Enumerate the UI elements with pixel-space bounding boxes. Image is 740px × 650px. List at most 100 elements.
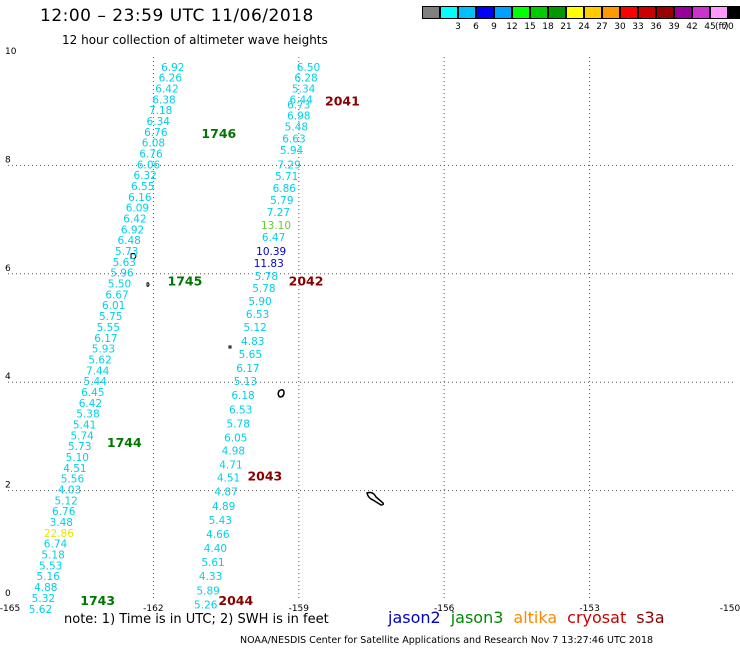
swh-value-west: 6.06 bbox=[137, 159, 161, 171]
swh-value-west: 6.38 bbox=[152, 94, 175, 106]
swh-value-east: 6.28 bbox=[294, 73, 317, 85]
swh-value-west: 5.18 bbox=[41, 550, 64, 562]
pass-time-label: 2041 bbox=[325, 93, 360, 108]
x-tick-label: -150 bbox=[720, 604, 740, 614]
pass-time-label: 1744 bbox=[107, 435, 142, 450]
swh-value-west: 5.10 bbox=[66, 452, 89, 464]
swh-value-east: 6.86 bbox=[273, 183, 297, 195]
swh-value-east: 13.10 bbox=[261, 220, 291, 232]
scale-label: 15 bbox=[524, 22, 536, 32]
swh-value-west: 6.09 bbox=[126, 203, 149, 215]
swh-value-east: 6.63 bbox=[282, 133, 305, 145]
legend-cryosat: cryosat bbox=[567, 608, 627, 627]
y-tick-label: 6 bbox=[5, 264, 11, 274]
swh-value-west: 5.62 bbox=[88, 354, 111, 366]
legend-altika: altika bbox=[513, 608, 558, 627]
swh-value-west: 7.44 bbox=[86, 365, 110, 377]
island-2 bbox=[146, 282, 150, 287]
swh-value-west: 4.51 bbox=[63, 463, 86, 475]
swh-value-east: 6.17 bbox=[236, 363, 259, 375]
y-tick-label: 8 bbox=[5, 155, 11, 165]
y-tick-label: 0 bbox=[5, 589, 11, 599]
swh-value-west: 6.08 bbox=[142, 138, 165, 150]
scale-swatch bbox=[494, 6, 512, 19]
scale-swatch bbox=[656, 6, 674, 19]
swh-value-west: 6.42 bbox=[123, 214, 146, 226]
swh-value-east: 6.53 bbox=[229, 404, 252, 416]
swh-value-east: 5.43 bbox=[209, 515, 232, 527]
swh-value-east: 5.48 bbox=[285, 121, 308, 133]
scale-swatch bbox=[566, 6, 584, 19]
scale-swatch bbox=[584, 6, 602, 19]
swh-value-east: 4.40 bbox=[204, 543, 227, 555]
swh-value-east: 5.78 bbox=[255, 271, 278, 283]
swh-value-east: 4.87 bbox=[214, 487, 237, 499]
scale-swatch bbox=[710, 6, 728, 19]
swh-value-east: 5.71 bbox=[275, 171, 298, 183]
scale-swatch bbox=[512, 6, 530, 19]
swh-value-west: 4.88 bbox=[34, 582, 57, 594]
legend-jason3: jason3 bbox=[450, 608, 504, 627]
swh-value-east: 6.47 bbox=[262, 232, 285, 244]
island-5 bbox=[366, 491, 384, 506]
pass-time-label: 2044 bbox=[218, 593, 253, 608]
swh-value-west: 4.03 bbox=[58, 485, 81, 497]
swh-value-east: 5.12 bbox=[243, 322, 266, 334]
swh-value-west: 6.76 bbox=[52, 506, 76, 518]
swh-value-west: 5.62 bbox=[29, 604, 52, 616]
scale-swatch bbox=[440, 6, 458, 19]
swh-value-west: 5.12 bbox=[54, 495, 77, 507]
swh-value-east: 6.44 bbox=[290, 94, 314, 106]
map-subtitle: 12 hour collection of altimeter wave hei… bbox=[62, 33, 328, 47]
scale-swatch bbox=[548, 6, 566, 19]
swh-value-east: 5.61 bbox=[201, 557, 224, 569]
swh-value-east: 5.78 bbox=[227, 418, 250, 430]
swh-value-east: 5.94 bbox=[280, 145, 304, 157]
swh-value-east: 4.98 bbox=[222, 445, 245, 457]
swh-value-west: 6.74 bbox=[44, 539, 68, 551]
scale-swatch bbox=[674, 6, 692, 19]
swh-value-west: 6.76 bbox=[139, 148, 163, 160]
swh-value-west: 5.73 bbox=[68, 441, 91, 453]
x-tick-label: -165 bbox=[0, 604, 20, 614]
credit-line: NOAA/NESDIS Center for Satellite Applica… bbox=[240, 635, 654, 646]
swh-value-east: 5.78 bbox=[252, 283, 275, 295]
swh-value-west: 5.41 bbox=[73, 419, 96, 431]
scale-swatch bbox=[530, 6, 548, 19]
pass-time-label: 1746 bbox=[201, 126, 236, 141]
swh-value-west: 3.48 bbox=[50, 517, 73, 529]
swh-value-west: 6.48 bbox=[117, 235, 140, 247]
swh-value-west: 5.93 bbox=[92, 344, 115, 356]
legend-s3a: s3a bbox=[636, 608, 665, 627]
swh-value-east: 5.65 bbox=[239, 349, 262, 361]
swh-value-east: 6.98 bbox=[287, 111, 310, 123]
satellite-legend: jason2 jason3 altika cryosat s3a bbox=[388, 608, 675, 627]
scale-label: 30 bbox=[614, 22, 626, 32]
swh-value-west: 6.76 bbox=[144, 127, 168, 139]
scale-swatch bbox=[602, 6, 620, 19]
scale-label: 70 bbox=[722, 22, 734, 32]
swh-value-west: 5.50 bbox=[108, 279, 131, 291]
x-tick-label: -162 bbox=[143, 604, 163, 614]
swh-value-west: 6.16 bbox=[128, 192, 152, 204]
islands bbox=[130, 252, 384, 506]
swh-value-west: 5.73 bbox=[115, 246, 138, 258]
scale-label: 33 bbox=[632, 22, 644, 32]
swh-value-east: 4.66 bbox=[206, 529, 230, 541]
island-1 bbox=[130, 252, 137, 260]
scale-label: 42 bbox=[686, 22, 698, 32]
swh-value-east: 6.18 bbox=[231, 390, 254, 402]
swh-value-east: 5.79 bbox=[270, 195, 293, 207]
scale-label: 6 bbox=[473, 22, 479, 32]
swh-value-west: 6.67 bbox=[105, 289, 128, 301]
swh-value-west: 5.38 bbox=[76, 409, 99, 421]
y-tick-label: 10 bbox=[5, 47, 17, 57]
swh-value-east: 6.50 bbox=[297, 62, 320, 74]
swh-value-east: 5.34 bbox=[292, 83, 316, 95]
swh-value-east: 6.73 bbox=[287, 100, 310, 112]
swh-value-west: 5.75 bbox=[99, 311, 122, 323]
swh-value-west: 6.92 bbox=[161, 62, 184, 74]
swh-value-west: 5.56 bbox=[61, 474, 85, 486]
swh-value-west: 5.74 bbox=[70, 430, 94, 442]
swh-value-east: 5.89 bbox=[196, 585, 219, 597]
